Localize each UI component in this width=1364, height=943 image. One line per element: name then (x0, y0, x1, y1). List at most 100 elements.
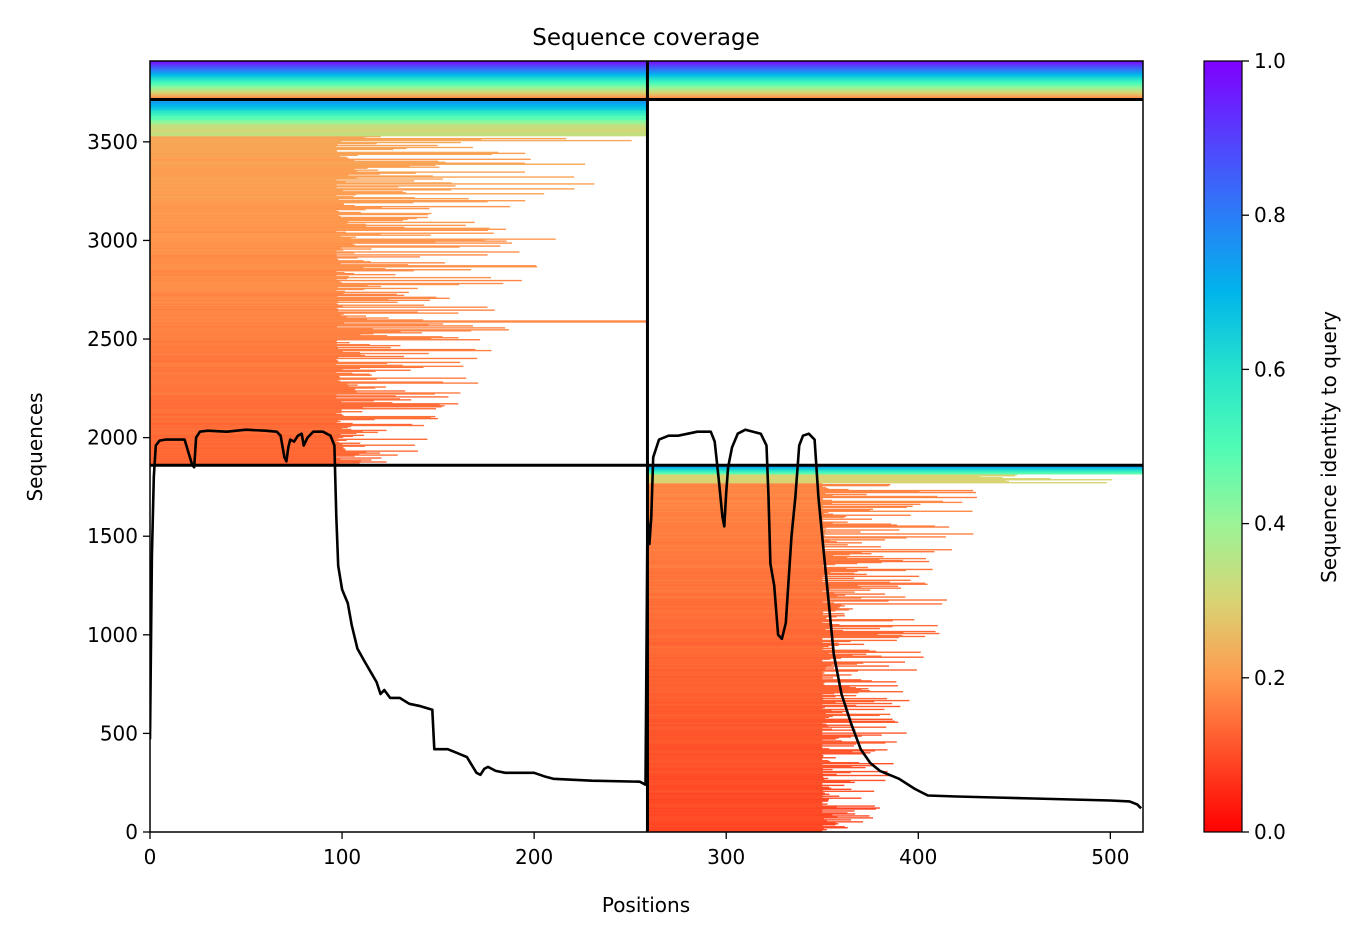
msa-row (647, 709, 832, 712)
msa-row (647, 606, 840, 608)
msa-row (150, 139, 632, 142)
msa-row (647, 589, 871, 591)
msa-row (150, 202, 344, 205)
msa-row (647, 751, 853, 753)
msa-row (150, 416, 431, 419)
msa-row (647, 630, 936, 633)
msa-row (150, 156, 347, 159)
msa-row (150, 358, 337, 361)
msa-row (647, 752, 871, 754)
msa-row (150, 384, 358, 386)
msa-row (150, 207, 430, 210)
plot-frame (149, 60, 1144, 833)
msa-row (647, 515, 847, 517)
msa-row (647, 588, 830, 590)
msa-row (150, 213, 429, 216)
msa-row (150, 165, 410, 167)
msa-row (647, 755, 824, 757)
msa-row (647, 618, 826, 620)
msa-row (647, 657, 842, 659)
msa-row (647, 552, 872, 555)
msa-row (647, 603, 943, 605)
msa-row (150, 440, 337, 442)
msa-row (150, 168, 355, 170)
msa-row (647, 694, 857, 697)
msa-row (647, 497, 823, 500)
msa-row (647, 512, 825, 514)
msa-row (647, 778, 825, 781)
msa-row (647, 761, 831, 763)
msa-row (150, 293, 397, 296)
msa-row (150, 225, 367, 228)
msa-row (647, 651, 921, 653)
msa-row (150, 143, 338, 146)
msa-row (647, 614, 823, 616)
msa-row (150, 445, 366, 447)
msa-row (647, 703, 823, 706)
msa-row (647, 578, 823, 581)
msa-row (150, 266, 538, 268)
msa-row (647, 580, 823, 582)
msa-row (647, 557, 927, 560)
msa-row (647, 559, 903, 562)
msa-row (647, 806, 837, 808)
msa-row (150, 447, 344, 449)
msa-row (647, 688, 869, 690)
msa-row (150, 255, 337, 257)
msa-row (647, 685, 898, 687)
msa-row (647, 759, 823, 761)
msa-row (647, 554, 834, 557)
msa-row (647, 817, 874, 819)
msa-row (150, 216, 428, 219)
msa-row (150, 108, 648, 110)
msa-row (647, 482, 823, 485)
msa-row (647, 536, 946, 538)
msa-row (647, 712, 826, 715)
msa-row (150, 409, 342, 411)
msa-row (150, 322, 345, 324)
msa-row (150, 277, 348, 280)
msa-row (647, 530, 826, 532)
msa-row (647, 574, 824, 577)
msa-row (150, 132, 648, 135)
msa-row (647, 599, 947, 601)
msa-row (647, 743, 857, 745)
msa-row (150, 290, 345, 293)
msa-row (150, 310, 338, 312)
msa-row (150, 276, 491, 279)
msa-row (150, 122, 648, 124)
msa-row (150, 283, 460, 286)
msa-row (150, 188, 575, 190)
msa-row (150, 230, 337, 232)
msa-row (647, 469, 1143, 471)
msa-row (647, 662, 864, 664)
msa-row (647, 470, 1143, 472)
msa-row (150, 198, 469, 200)
x-axis: 0 100 200 300 400 500 (144, 832, 1129, 869)
msa-row (150, 114, 648, 116)
msa-row (647, 550, 826, 552)
msa-row (150, 261, 371, 263)
x-tick-label: 0 (144, 845, 157, 869)
msa-row (647, 671, 823, 673)
msa-row (647, 597, 862, 599)
msa-row (647, 505, 913, 508)
msa-row (647, 764, 875, 767)
msa-row (647, 742, 886, 744)
msa-row (647, 802, 823, 804)
msa-row (647, 796, 823, 798)
msa-row (647, 697, 888, 700)
msa-row (150, 211, 361, 214)
msa-row (150, 101, 648, 103)
msa-row (647, 638, 823, 641)
msa-row (647, 570, 858, 573)
colorbar-tick-label: 1.0 (1254, 49, 1286, 73)
msa-row (150, 451, 367, 453)
msa-row (150, 215, 341, 218)
msa-row (647, 567, 847, 570)
msa-row (150, 217, 417, 220)
msa-row (150, 278, 337, 281)
msa-row (647, 783, 823, 786)
msa-row (150, 131, 648, 134)
msa-row (150, 369, 411, 371)
